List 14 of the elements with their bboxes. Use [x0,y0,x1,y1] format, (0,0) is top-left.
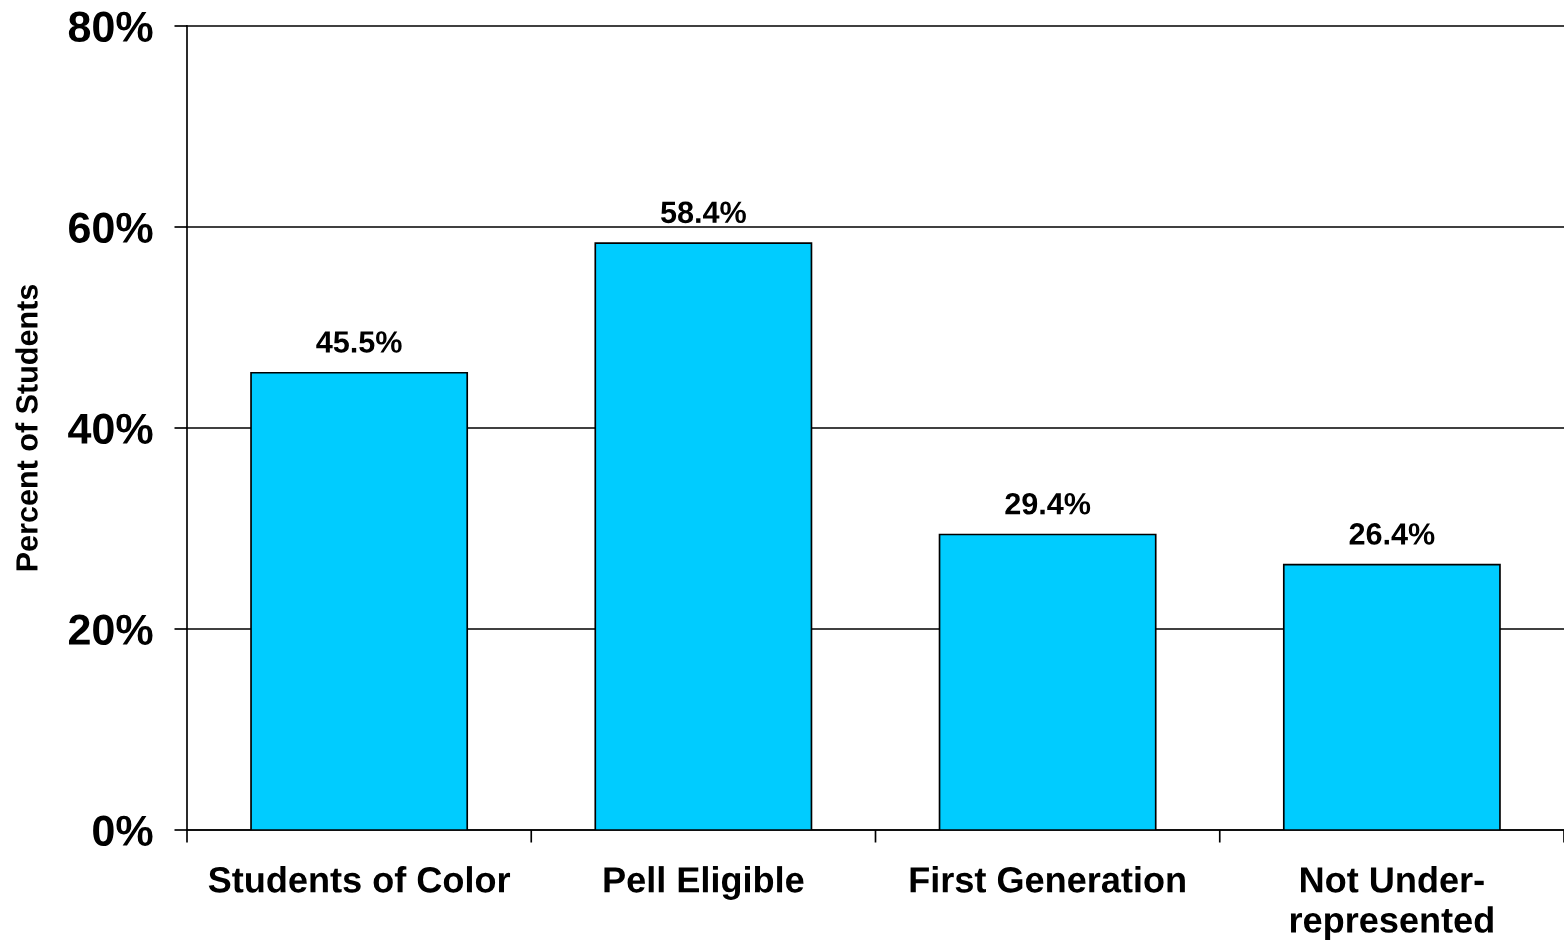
x-tick-label: Not Under- represented [1290,866,1493,940]
x-tick-label: First Generation [910,866,1185,893]
y-tick-label: 20% [68,614,153,646]
y-tick-label: 80% [68,11,153,43]
data-label: 58.4% [661,201,746,224]
y-tick-label: 60% [69,212,153,244]
y-tick-label: 0% [93,815,153,847]
data-label: 26.4% [1349,523,1435,545]
y-tick-label: 40% [68,413,153,445]
data-label: 45.5% [316,331,402,353]
x-tick-label: Pell Eligible [604,866,804,900]
x-tick-label: Students of Color [208,866,511,893]
data-label: 29.4% [1005,492,1091,515]
y-axis-title: Percent of Students [15,284,38,571]
